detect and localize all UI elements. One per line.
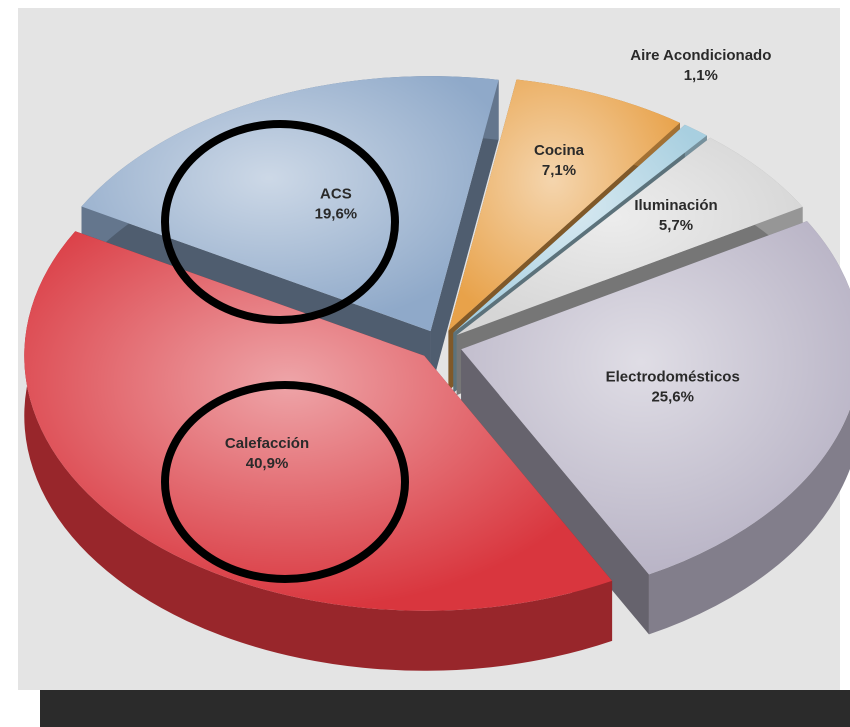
slice-value-label: 5,7% bbox=[659, 217, 693, 234]
slice-label: Calefacción bbox=[225, 435, 309, 452]
annotation-circle bbox=[161, 381, 409, 583]
slice-label: ACS bbox=[320, 185, 352, 202]
pie bbox=[24, 76, 850, 671]
slice-value-label: 1,1% bbox=[684, 67, 718, 84]
slice-highlight bbox=[448, 79, 680, 331]
slice-wall bbox=[648, 221, 850, 635]
slice-side bbox=[461, 349, 649, 635]
footer-bar bbox=[40, 690, 850, 727]
slice-side bbox=[430, 79, 499, 392]
slice-highlight bbox=[81, 76, 499, 332]
slice-value-label: 7,1% bbox=[542, 162, 576, 179]
slice-wall bbox=[24, 231, 613, 671]
labels: Cocina 7,1% ACS 19,6% Aire Acondicionado 1,1%… bbox=[225, 47, 771, 472]
slice-highlight bbox=[453, 124, 707, 333]
slice-label: Iluminación bbox=[634, 197, 717, 214]
slice-highlight bbox=[461, 221, 850, 575]
slice-value-label: 40,9% bbox=[246, 455, 289, 472]
slice-label: Cocina bbox=[534, 142, 585, 159]
slice-highlight bbox=[456, 137, 803, 336]
slice-value-label: 25,6% bbox=[651, 389, 694, 406]
slice-label: Electrodomésticos bbox=[606, 369, 740, 386]
annotation-circle bbox=[161, 120, 399, 324]
slice-value-label: 19,6% bbox=[315, 205, 358, 222]
slice-label: Aire Acondicionado bbox=[630, 47, 771, 64]
